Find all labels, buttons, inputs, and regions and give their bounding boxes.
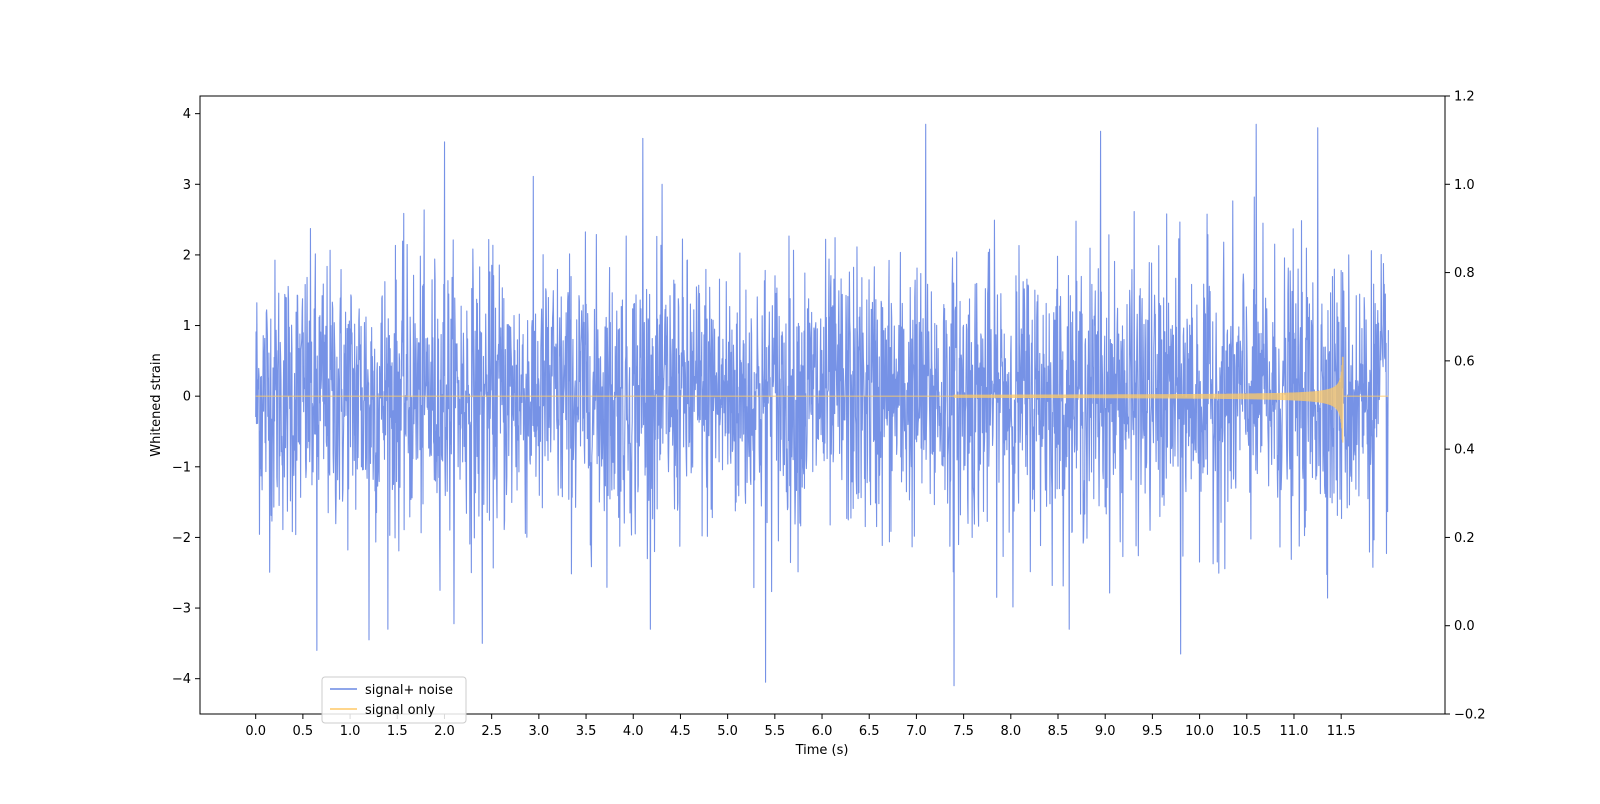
y-axis-label: Whitened strain bbox=[149, 353, 164, 456]
y-tick-label: 4 bbox=[183, 107, 191, 122]
x-tick-label: 2.5 bbox=[481, 724, 502, 739]
x-tick-label: 2.0 bbox=[434, 724, 455, 739]
y-axis-right: −0.2 0.0 0.2 0.4 0.6 0.8 1.0 1.2 bbox=[1445, 90, 1486, 723]
y-tick-label: 3 bbox=[183, 178, 191, 193]
y-tick-label: 0 bbox=[183, 390, 191, 405]
y-tick-label: 2 bbox=[183, 248, 191, 263]
y-tick-label: 1 bbox=[183, 319, 191, 334]
x-tick-label: 5.0 bbox=[717, 724, 738, 739]
x-tick-label: 5.5 bbox=[764, 724, 785, 739]
y-tick-label: −4 bbox=[172, 672, 191, 687]
x-tick-label: 9.0 bbox=[1095, 724, 1116, 739]
x-tick-label: 6.0 bbox=[812, 724, 833, 739]
legend-label-signal-noise: signal+ noise bbox=[365, 683, 453, 698]
legend: signal+ noise signal only bbox=[321, 676, 467, 724]
x-tick-label: 6.5 bbox=[859, 724, 880, 739]
x-tick-label: 11.5 bbox=[1327, 724, 1356, 739]
x-tick-label: 3.5 bbox=[576, 724, 597, 739]
y2-tick-label: 1.0 bbox=[1454, 178, 1475, 193]
x-tick-label: 3.0 bbox=[529, 724, 550, 739]
x-tick-label: 11.0 bbox=[1279, 724, 1308, 739]
series-layer bbox=[255, 123, 1389, 687]
x-tick-label: 0.0 bbox=[245, 724, 266, 739]
x-tick-label: 1.0 bbox=[340, 724, 361, 739]
x-tick-label: 4.5 bbox=[670, 724, 691, 739]
y2-tick-label: 0.4 bbox=[1454, 443, 1475, 458]
series-signal-noise bbox=[255, 123, 1389, 687]
y2-tick-label: −0.2 bbox=[1454, 708, 1486, 723]
x-tick-label: 10.5 bbox=[1232, 724, 1261, 739]
x-axis: 0.0 0.5 1.0 1.5 2.0 2.5 3.0 3.5 4.0 4.5 5.0 5.5 6.0 6… bbox=[245, 714, 1356, 739]
x-tick-label: 1.5 bbox=[387, 724, 408, 739]
x-tick-label: 4.0 bbox=[623, 724, 644, 739]
x-tick-label: 7.0 bbox=[906, 724, 927, 739]
legend-label-signal-only: signal only bbox=[365, 703, 435, 718]
x-axis-label: Time (s) bbox=[795, 743, 849, 758]
x-tick-label: 9.5 bbox=[1142, 724, 1163, 739]
y2-tick-label: 0.6 bbox=[1454, 354, 1475, 369]
y-axis-left: −4 −3 −2 −1 0 1 2 3 4 bbox=[172, 107, 200, 687]
series-signal-only bbox=[255, 356, 1389, 443]
y2-tick-label: 1.2 bbox=[1454, 90, 1475, 105]
legend-box bbox=[321, 676, 467, 724]
x-tick-label: 8.0 bbox=[1000, 724, 1021, 739]
y2-tick-label: 0.2 bbox=[1454, 531, 1475, 546]
x-tick-label: 7.5 bbox=[953, 724, 974, 739]
x-tick-label: 10.0 bbox=[1185, 724, 1214, 739]
y-tick-label: −1 bbox=[172, 460, 191, 475]
y2-tick-label: 0.0 bbox=[1454, 619, 1475, 634]
x-tick-label: 8.5 bbox=[1048, 724, 1069, 739]
y-tick-label: −3 bbox=[172, 602, 191, 617]
y2-tick-label: 0.8 bbox=[1454, 266, 1475, 281]
x-tick-label: 0.5 bbox=[293, 724, 314, 739]
y-tick-label: −2 bbox=[172, 531, 191, 546]
